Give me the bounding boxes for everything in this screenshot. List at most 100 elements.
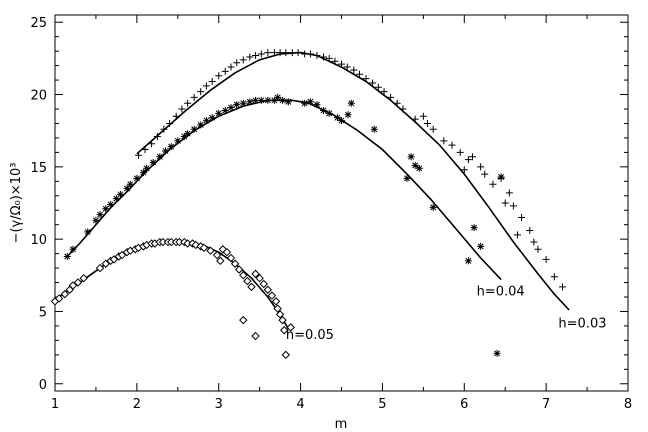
y-axis-label: −(γ/Ω₀)×10³	[9, 163, 24, 244]
data-point-plus	[197, 88, 205, 96]
data-point-plus	[513, 231, 521, 239]
data-point-plus	[489, 180, 497, 188]
y-tick-label: 25	[30, 16, 47, 31]
data-point-plus	[338, 60, 345, 68]
y-tick-label: 10	[30, 233, 47, 248]
data-point-plus	[343, 63, 351, 71]
data-point-plus	[141, 145, 149, 153]
data-point-plus	[518, 213, 526, 221]
data-point-asterisk	[123, 185, 131, 193]
data-point-asterisk	[227, 104, 235, 112]
data-point-plus	[331, 57, 339, 65]
data-point-asterisk	[156, 153, 164, 161]
data-point-diamond	[243, 276, 252, 286]
data-point-plus	[456, 148, 464, 156]
data-point-diamond	[68, 281, 78, 290]
data-point-plus	[509, 202, 517, 210]
data-point-asterisk	[202, 117, 210, 125]
data-point-plus	[369, 79, 377, 87]
data-point-plus	[481, 170, 489, 178]
data-point-diamond	[247, 282, 256, 292]
data-point-diamond	[212, 250, 222, 260]
data-point-plus	[233, 59, 241, 67]
data-point-asterisk	[143, 164, 151, 172]
data-point-plus	[448, 141, 456, 149]
data-point-asterisk	[69, 245, 77, 253]
data-point-plus	[294, 49, 302, 57]
y-tick-label: 5	[39, 305, 47, 320]
x-axis-label: m	[335, 417, 348, 432]
data-point-plus	[166, 119, 174, 127]
data-point-diamond	[230, 259, 240, 268]
data-point-asterisk	[347, 99, 355, 107]
data-point-diamond	[199, 243, 209, 253]
data-point-plus	[178, 105, 186, 113]
data-point-asterisk	[63, 253, 71, 261]
x-tick-label: 5	[378, 397, 386, 412]
axes: 1 2 3 4 5 6 7 8 0 5 10 15 20 25	[30, 15, 632, 412]
data-point-asterisk	[92, 216, 100, 224]
data-point-asterisk	[197, 121, 205, 129]
data-point-asterisk	[264, 96, 272, 104]
data-markers	[50, 49, 567, 360]
data-point-diamond	[263, 285, 273, 294]
data-point-asterisk	[313, 101, 321, 109]
data-point-asterisk	[284, 98, 292, 106]
data-point-asterisk	[333, 114, 341, 122]
data-point-asterisk	[133, 174, 141, 182]
data-point-asterisk	[429, 203, 437, 211]
data-point-asterisk	[370, 125, 378, 133]
data-point-plus	[356, 70, 364, 78]
plot-frame	[54, 14, 629, 392]
data-point-plus	[399, 105, 407, 113]
data-point-plus	[429, 125, 437, 133]
x-tick-label: 7	[542, 397, 550, 412]
x-tick-label: 3	[215, 397, 223, 412]
data-point-diamond	[273, 304, 282, 313]
data-point-asterisk	[306, 98, 314, 106]
data-point-diamond	[60, 289, 70, 299]
data-point-asterisk	[184, 130, 192, 138]
data-point-plus	[306, 50, 314, 58]
data-point-diamond	[206, 246, 215, 255]
data-point-diamond	[239, 271, 248, 280]
fit-curve	[136, 51, 570, 311]
data-point-plus	[477, 163, 485, 171]
data-point-asterisk	[215, 109, 223, 117]
data-point-plus	[393, 99, 401, 107]
data-point-plus	[460, 166, 468, 174]
data-point-asterisk	[274, 93, 282, 101]
data-point-asterisk	[464, 257, 472, 265]
data-point-plus	[221, 67, 229, 75]
data-point-asterisk	[344, 111, 352, 119]
data-point-asterisk	[208, 114, 216, 122]
series-label: h=0.04	[477, 285, 525, 300]
data-point-asterisk	[257, 96, 265, 104]
data-point-asterisk	[477, 242, 485, 250]
data-point-asterisk	[279, 96, 287, 104]
x-tick-label: 6	[460, 397, 468, 412]
data-point-diamond	[95, 263, 105, 273]
data-point-plus	[148, 140, 156, 148]
data-point-plus	[550, 273, 558, 281]
data-point-diamond	[279, 326, 289, 335]
data-point-asterisk	[116, 190, 124, 198]
y-tick-label: 20	[30, 89, 47, 104]
data-point-plus	[184, 99, 192, 107]
data-point-asterisk	[221, 106, 229, 114]
data-point-plus	[419, 112, 427, 120]
data-point-plus	[464, 156, 472, 164]
data-point-plus	[160, 125, 168, 133]
data-point-asterisk	[411, 161, 419, 169]
data-point-asterisk	[338, 117, 345, 125]
data-point-asterisk	[407, 153, 415, 161]
data-point-asterisk	[403, 174, 411, 182]
data-point-plus	[257, 50, 265, 58]
data-point-plus	[319, 53, 327, 61]
x-tick-label: 4	[296, 397, 304, 412]
data-point-asterisk	[112, 195, 120, 203]
data-point-asterisk	[319, 106, 327, 114]
data-point-asterisk	[180, 132, 188, 140]
data-point-asterisk	[96, 211, 104, 219]
